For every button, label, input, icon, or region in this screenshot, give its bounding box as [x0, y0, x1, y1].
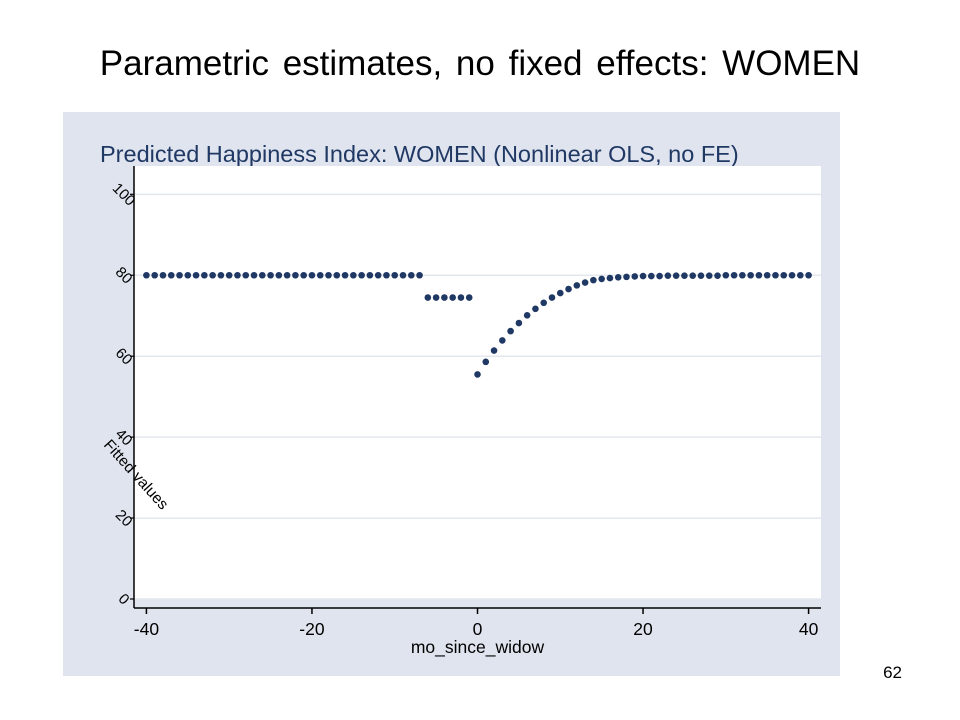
- data-point: [664, 272, 672, 279]
- data-point: [556, 289, 564, 297]
- data-point: [474, 371, 481, 378]
- data-point: [598, 275, 605, 283]
- data-point: [383, 271, 390, 279]
- data-point: [648, 272, 655, 280]
- data-point: [234, 271, 241, 279]
- data-point: [225, 271, 233, 279]
- data-point: [780, 271, 788, 279]
- data-point: [705, 272, 713, 279]
- data-point: [333, 271, 341, 279]
- data-point: [275, 271, 283, 279]
- data-point: [747, 271, 754, 279]
- chart-title: Predicted Happiness Index: WOMEN (Nonlin…: [100, 141, 739, 167]
- data-point: [250, 271, 258, 279]
- data-point: [548, 294, 556, 301]
- plot-area: [134, 166, 821, 599]
- data-point: [366, 271, 374, 279]
- data-point: [623, 273, 630, 281]
- data-point: [672, 272, 680, 279]
- data-point: [457, 294, 465, 301]
- data-point: [441, 294, 448, 301]
- data-point: [300, 271, 307, 279]
- x-tick-label: 0: [473, 619, 483, 639]
- data-point: [540, 299, 548, 307]
- data-point: [532, 305, 539, 313]
- data-point: [581, 279, 589, 286]
- data-point: [515, 319, 523, 327]
- data-point: [714, 272, 721, 279]
- data-point: [722, 271, 730, 279]
- data-point: [391, 271, 399, 279]
- y-tick-label: 80: [112, 264, 136, 288]
- x-tick-label: -40: [134, 619, 160, 639]
- data-point: [325, 271, 332, 279]
- data-point: [374, 271, 382, 279]
- data-point: [159, 271, 167, 279]
- x-tick-label: 20: [633, 619, 653, 639]
- data-point: [316, 271, 324, 279]
- data-point: [192, 271, 200, 279]
- data-point: [763, 271, 771, 279]
- data-point: [201, 271, 208, 279]
- data-point: [730, 271, 738, 279]
- x-tick-label: -20: [299, 619, 325, 639]
- y-tick-label: 60: [112, 345, 136, 369]
- data-point: [639, 272, 647, 280]
- data-point: [523, 312, 531, 319]
- x-axis-label: mo_since_widow: [411, 637, 545, 658]
- data-point: [606, 274, 614, 282]
- data-point: [258, 271, 266, 279]
- data-point: [151, 271, 158, 279]
- data-point: [788, 271, 796, 279]
- data-point: [167, 271, 175, 279]
- data-point: [209, 271, 216, 279]
- y-tick-label: 0: [115, 590, 133, 608]
- data-point: [681, 272, 688, 279]
- data-point: [424, 294, 432, 301]
- data-point: [499, 337, 506, 344]
- data-point: [184, 271, 192, 279]
- data-point: [573, 282, 581, 289]
- data-point: [292, 271, 299, 279]
- data-point: [267, 271, 274, 279]
- data-point: [565, 285, 572, 293]
- slide-title: Parametric estimates, no fixed effects: …: [99, 44, 861, 83]
- data-point: [143, 271, 150, 279]
- data-point: [656, 272, 663, 280]
- data-point: [697, 272, 705, 279]
- data-point: [689, 272, 697, 279]
- data-point: [772, 271, 779, 279]
- x-tick-label: 40: [799, 619, 819, 639]
- page-number: 62: [883, 663, 902, 682]
- data-point: [399, 271, 407, 279]
- data-point: [631, 273, 639, 280]
- data-point: [482, 358, 490, 366]
- chart-panel: Predicted Happiness Index: WOMEN (Nonlin…: [63, 112, 840, 676]
- data-point: [407, 271, 415, 279]
- data-point: [432, 294, 440, 301]
- y-tick-label: 20: [112, 507, 136, 531]
- data-point: [755, 271, 763, 279]
- data-point: [490, 347, 498, 354]
- data-points: [143, 271, 812, 378]
- data-point: [805, 271, 812, 279]
- data-point: [242, 271, 250, 279]
- data-point: [797, 271, 804, 279]
- data-point: [350, 271, 357, 279]
- data-point: [308, 271, 316, 279]
- data-point: [449, 294, 456, 301]
- scatter-chart: Predicted Happiness Index: WOMEN (Nonlin…: [100, 141, 821, 658]
- data-point: [739, 271, 746, 279]
- data-point: [176, 271, 183, 279]
- data-point: [416, 271, 423, 279]
- data-point: [614, 273, 622, 281]
- data-point: [465, 294, 473, 301]
- data-point: [341, 271, 349, 279]
- data-point: [358, 271, 365, 279]
- data-point: [507, 327, 514, 335]
- data-point: [590, 276, 597, 284]
- data-point: [283, 271, 291, 279]
- data-point: [217, 271, 225, 279]
